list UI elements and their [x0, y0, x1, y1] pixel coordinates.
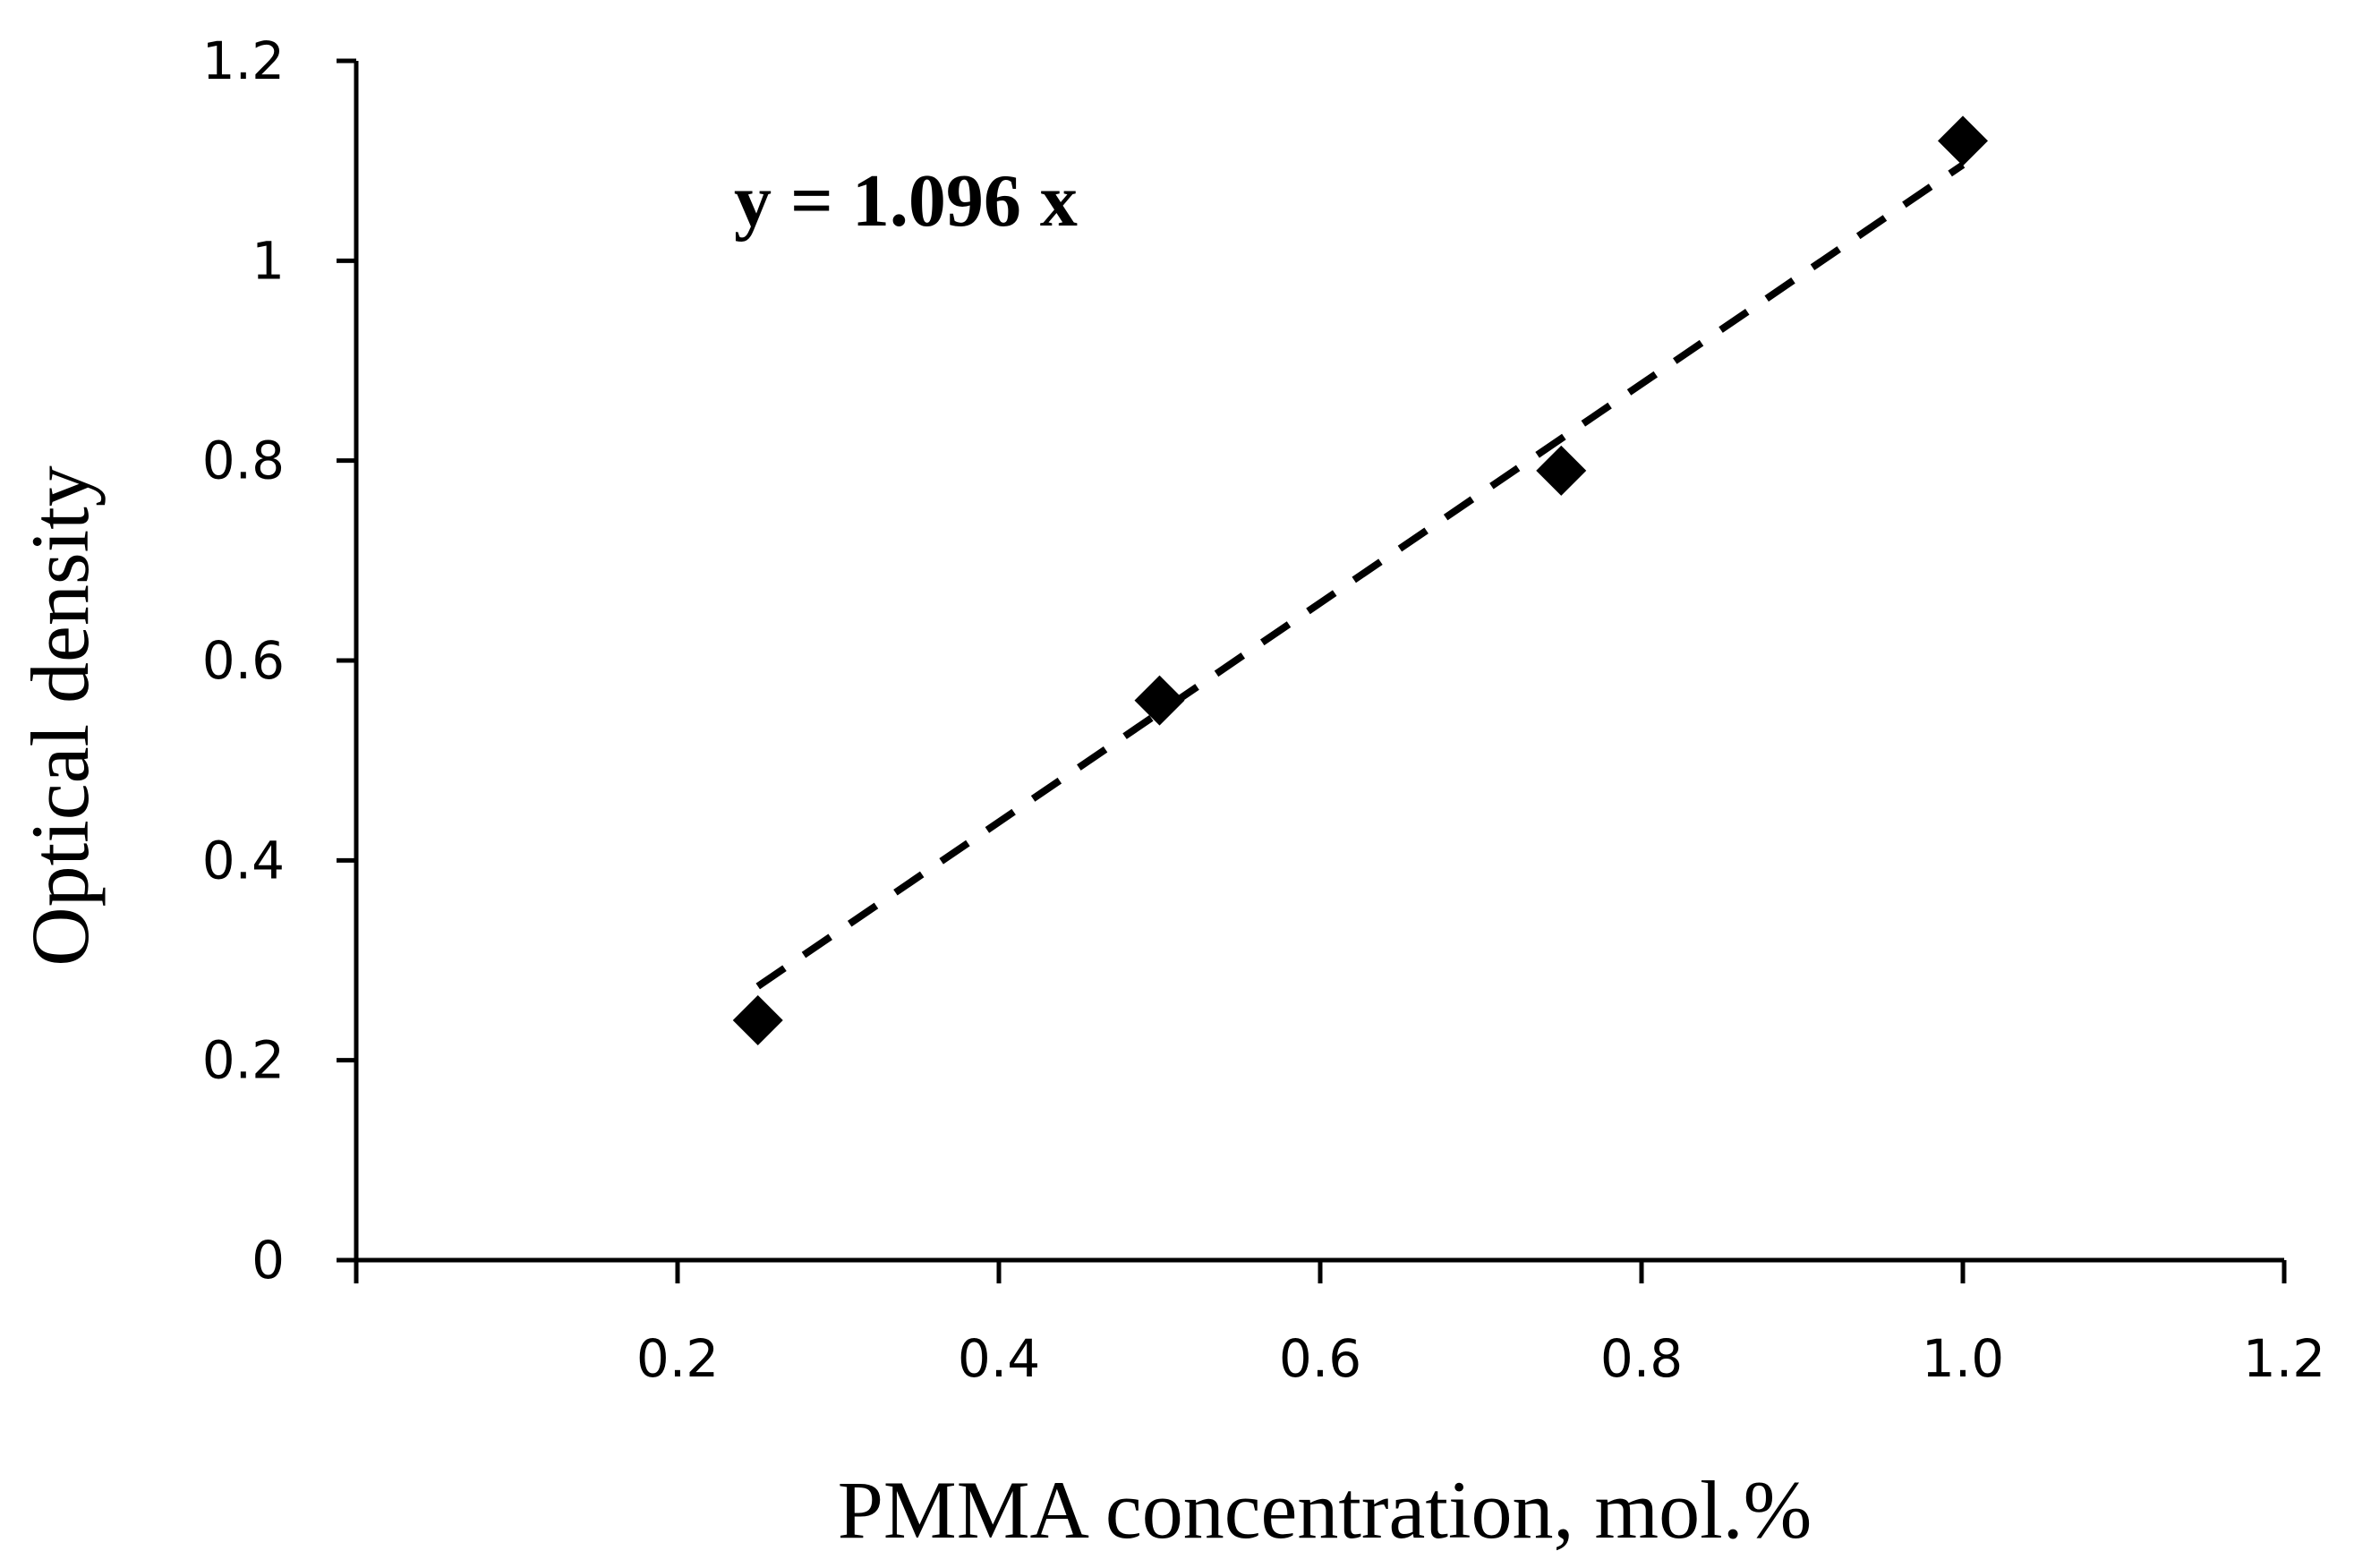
x-tick-label: 1.2 — [2243, 1328, 2325, 1389]
y-tick-label: 0.2 — [202, 1030, 285, 1091]
x-tick-label: 1.0 — [1922, 1328, 2004, 1389]
y-tick-label: 0.4 — [202, 830, 285, 891]
y-tick-label: 1.2 — [202, 30, 285, 91]
y-tick-label: 0.6 — [202, 630, 285, 691]
trendline-equation: y = 1.096 x — [734, 159, 1078, 243]
axes — [354, 61, 2284, 1263]
trendline-group — [755, 161, 1966, 990]
trendline — [755, 161, 1966, 990]
y-ticks: 0 0.2 0.4 0.6 0.8 1 1.2 — [202, 30, 356, 1291]
y-axis-title: Optical density — [14, 465, 106, 967]
y-tick-label: 0.8 — [202, 430, 285, 491]
data-point-diamond — [1938, 115, 1988, 166]
y-tick-label: 1 — [252, 230, 285, 291]
data-points — [732, 115, 1988, 1045]
x-tick-label: 0.6 — [1279, 1328, 1361, 1389]
x-tick-label: 0.2 — [636, 1328, 719, 1389]
x-axis-title: PMMA concentration, mol.% — [838, 1464, 1812, 1555]
x-tick-label: 0.8 — [1600, 1328, 1683, 1389]
x-tick-label: 0.4 — [958, 1328, 1040, 1389]
x-ticks: 0.2 0.4 0.6 0.8 1.0 1.2 — [354, 1260, 2325, 1389]
data-point-diamond — [732, 995, 783, 1045]
data-point-diamond — [1536, 445, 1587, 496]
y-tick-label: 0 — [252, 1230, 285, 1291]
data-point-diamond — [1134, 675, 1185, 726]
